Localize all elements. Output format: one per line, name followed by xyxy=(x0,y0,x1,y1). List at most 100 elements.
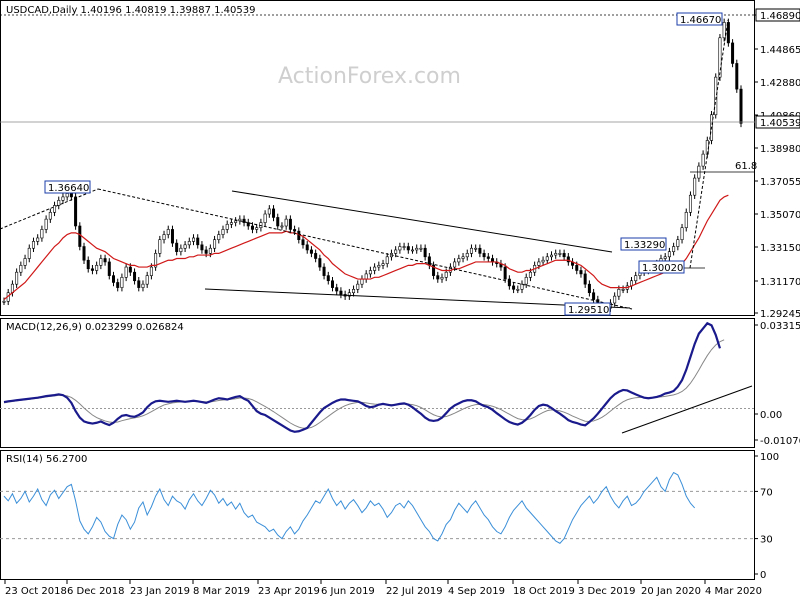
price-bar-body xyxy=(461,256,465,259)
price-y-label: 1.33150 xyxy=(760,243,800,254)
price-bar-body xyxy=(272,208,276,218)
price-bar-body xyxy=(120,277,124,288)
fib-projection-line xyxy=(689,19,729,269)
price-bar-body xyxy=(187,241,191,246)
price-bar-body xyxy=(192,237,196,242)
fib-label: 61.8 xyxy=(735,161,757,172)
price-bar-body xyxy=(95,265,99,271)
price-bar-body xyxy=(714,76,718,116)
price-bar-body xyxy=(486,256,490,259)
price-bar-body xyxy=(731,42,735,64)
price-bar-body xyxy=(537,261,541,266)
x-label: 23 Jan 2019 xyxy=(130,586,190,597)
price-bar-body xyxy=(423,247,427,258)
price-bar-body xyxy=(680,227,684,240)
price-bar-body xyxy=(617,289,621,297)
price-bar-body xyxy=(234,220,238,223)
trendline-lower-channel xyxy=(204,288,631,309)
price-bar-body xyxy=(482,253,486,258)
trendline-dashed-left xyxy=(0,188,99,230)
price-highlight-label: 1.46890 xyxy=(760,11,800,22)
x-label: 6 Jun 2019 xyxy=(321,586,375,597)
price-bar-body xyxy=(318,258,322,268)
annotation-label: 1.36640 xyxy=(48,183,89,194)
annotation-label: 1.29510 xyxy=(568,305,609,316)
macd-panel xyxy=(0,318,755,448)
price-highlight-box xyxy=(755,115,800,129)
price-bar-body xyxy=(549,254,553,258)
annotation-box xyxy=(564,302,611,316)
price-title: USDCAD,Daily 1.40196 1.40819 1.39887 1.4… xyxy=(6,5,256,16)
price-bar-body xyxy=(465,253,469,258)
price-bar-body xyxy=(82,246,86,261)
price-bar-body xyxy=(301,239,305,246)
price-bar-body xyxy=(541,259,545,263)
price-bar-body xyxy=(684,212,688,229)
price-y-label: 1.35070 xyxy=(760,210,800,221)
price-bar-body xyxy=(149,266,153,276)
price-bar-body xyxy=(352,289,356,294)
price-bar-body xyxy=(432,265,436,276)
price-bar-body xyxy=(276,217,280,227)
price-bar-body xyxy=(288,218,292,230)
price-bar-body xyxy=(86,259,90,270)
price-bar-body xyxy=(394,249,398,254)
price-bar-body xyxy=(672,246,676,252)
price-bar-body xyxy=(722,22,726,39)
trendline-dashed-falling xyxy=(97,188,633,310)
price-bar-body xyxy=(554,253,558,256)
price-bar-body xyxy=(36,237,40,242)
price-bar-body xyxy=(44,218,48,230)
price-bar-body xyxy=(663,256,667,259)
price-bar-body xyxy=(200,244,204,251)
rsi-y-label: 0 xyxy=(760,570,766,581)
annotation-box xyxy=(638,260,685,274)
price-bar-body xyxy=(133,271,137,282)
price-bar-body xyxy=(145,275,149,285)
price-bar-body xyxy=(103,258,107,263)
price-highlight-label: 1.40539 xyxy=(760,118,800,129)
macd-trendline xyxy=(621,385,753,434)
price-bar-body xyxy=(179,247,183,252)
price-bar-body xyxy=(335,287,339,292)
price-bar-body xyxy=(667,251,671,258)
price-bar-body xyxy=(524,277,528,285)
price-bar-body xyxy=(726,22,730,44)
annotation-box xyxy=(44,180,91,194)
price-bar-body xyxy=(402,246,406,248)
trendline-upper-channel xyxy=(231,190,613,253)
price-bar-body xyxy=(385,256,389,264)
price-bar-body xyxy=(339,290,343,295)
x-label: 23 Oct 2018 xyxy=(5,586,67,597)
price-bar-body xyxy=(520,283,524,290)
price-bar-body xyxy=(124,266,128,278)
price-bar-body xyxy=(516,289,520,291)
x-label: 6 Dec 2018 xyxy=(67,586,125,597)
price-bar-body xyxy=(592,292,596,300)
price-bar-body xyxy=(137,280,141,288)
price-bar-body xyxy=(31,241,35,249)
x-label: 8 Mar 2019 xyxy=(193,586,250,597)
price-y-label: 1.29245 xyxy=(760,309,800,320)
price-bar-body xyxy=(78,225,82,247)
price-bar-body xyxy=(579,270,583,275)
rsi-y-label: 30 xyxy=(760,535,773,546)
price-bar-body xyxy=(701,153,705,167)
price-bar-body xyxy=(507,278,511,287)
price-bar-body xyxy=(415,247,419,251)
price-bar-body xyxy=(99,258,103,266)
price-bar-body xyxy=(280,225,284,228)
price-bar-body xyxy=(469,247,473,254)
price-y-label: 1.31170 xyxy=(760,277,800,288)
price-bar-body xyxy=(558,253,562,255)
x-label: 23 Apr 2019 xyxy=(258,586,320,597)
x-label: 20 Jan 2020 xyxy=(641,586,701,597)
price-bar-body xyxy=(213,239,217,249)
price-bar-body xyxy=(204,249,208,254)
rsi-y-label: 100 xyxy=(760,452,779,463)
price-bar-body xyxy=(128,266,132,273)
price-bar-body xyxy=(23,258,27,266)
macd-signal-line xyxy=(3,339,725,429)
price-bar-body xyxy=(613,295,617,304)
rsi-title: RSI(14) 56.2700 xyxy=(6,454,87,465)
